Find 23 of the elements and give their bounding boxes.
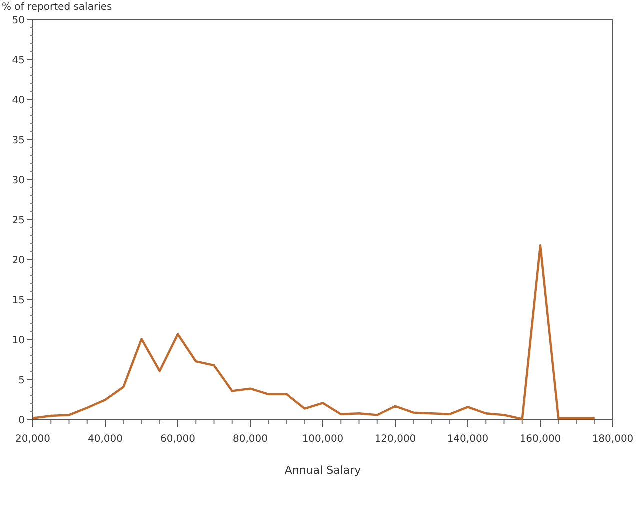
x-tick-label: 20,000 (16, 434, 50, 445)
y-tick-label: 40 (12, 96, 25, 106)
x-tick-label: 120,000 (374, 434, 416, 445)
y-tick-label: 30 (12, 176, 25, 186)
y-tick-label: 10 (12, 336, 25, 346)
x-tick-label: 80,000 (233, 434, 268, 445)
x-tick-label: 160,000 (520, 434, 562, 445)
x-axis-title: Annual Salary (284, 464, 362, 477)
x-tick-label: 60,000 (160, 434, 196, 445)
y-tick-label: 45 (12, 56, 25, 66)
y-tick-label: 0 (18, 416, 25, 426)
y-tick-label: 15 (12, 296, 25, 306)
y-tick-label: 50 (12, 16, 25, 26)
line-series (32, 244, 596, 420)
x-tick-label: 180,000 (592, 434, 634, 445)
y-tick-label: 5 (18, 376, 25, 386)
x-tick-label: 40,000 (88, 434, 123, 445)
y-tick-label: 25 (12, 216, 25, 226)
y-tick-label: 20 (12, 256, 25, 266)
x-tick-label: 100,000 (302, 434, 344, 445)
y-axis-title: % of reported salaries (2, 2, 112, 13)
y-tick-label: 35 (12, 136, 25, 146)
x-tick-label: 140,000 (447, 434, 489, 445)
